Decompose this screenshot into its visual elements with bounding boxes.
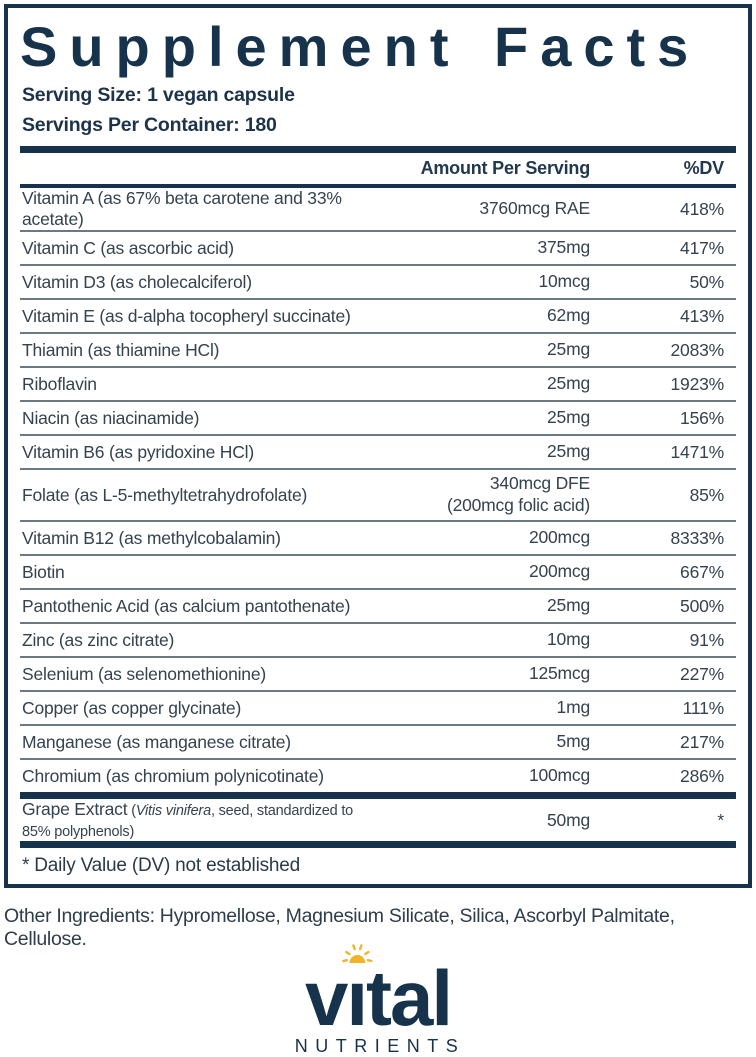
ingredient-dv: 85% [689,484,725,505]
table-row: Vitamin E (as d-alpha tocopheryl succina… [20,298,736,332]
table-row: Thiamin (as thiamine HCl) 25mg 2083% [20,332,736,366]
header-dv: %DV [683,157,725,178]
ingredient-name: Selenium (as selenomethionine) [22,663,266,684]
ingredient-amount: 10mcg [538,271,590,292]
ingredient-dv: 1471% [670,441,725,462]
table-row: Zinc (as zinc citrate) 10mg 91% [20,622,736,656]
ingredient-dv: 500% [680,595,724,616]
divider-bar-thick [20,841,736,849]
ingredient-amount: 25mg [547,339,590,360]
ingredient-name: Vitamin C (as ascorbic acid) [22,237,234,258]
ingredient-dv: 286% [680,765,724,786]
table-row: Pantothenic Acid (as calcium pantothenat… [20,588,736,622]
ingredient-amount: 200mcg [528,527,590,548]
table-row: Chromium (as chromium polynicotinate) 10… [20,758,736,792]
ingredient-amount: 375mg [537,237,590,258]
table-row-grape-extract: Grape Extract (Vitis vinifera, seed, sta… [20,799,736,841]
ingredient-amount: 200mcg [528,561,590,582]
ingredient-name: Zinc (as zinc citrate) [22,629,175,650]
table-row: Vitamin A (as 67% beta carotene and 33% … [20,188,736,230]
ingredient-dv: * [717,809,724,830]
table-body: Vitamin A (as 67% beta carotene and 33% … [20,188,736,792]
ingredient-amount: 25mg [547,595,590,616]
table-row: Riboflavin 25mg 1923% [20,366,736,400]
table-header-row: Amount Per Serving %DV [20,153,736,184]
divider-bar-thick [20,792,736,800]
ingredient-name: Manganese (as manganese citrate) [22,731,291,752]
servings-per-container-line: Servings Per Container: 180 [22,113,277,136]
logo-letter-v: v [304,954,348,1043]
ingredient-amount: 125mcg [528,663,590,684]
supplement-facts-panel: Supplement Facts Serving Size: 1 vegan c… [4,4,752,889]
logo-brand-word: v ı tal [304,944,453,1043]
logo-letter-i: ı [342,944,373,1037]
supplement-label-page: Supplement Facts Serving Size: 1 vegan c… [0,4,756,1056]
ingredient-amount: 50mg [547,809,590,830]
divider-bar-thick [20,145,736,153]
ingredient-dv: 50% [689,271,725,292]
ingredient-dv: 413% [680,305,724,326]
vital-nutrients-logo: v ı tal NUTRIENTS [0,944,756,1057]
ingredient-name: Vitamin E (as d-alpha tocopheryl succina… [22,305,351,326]
table-row: Vitamin D3 (as cholecalciferol) 10mcg 50… [20,264,736,298]
ingredient-amount: 340mcg DFE (200mcg folic acid) [446,473,590,516]
ingredient-dv: 111% [682,697,725,718]
table-row: Vitamin B12 (as methylcobalamin) 200mcg … [20,520,736,554]
ingredient-dv: 418% [680,198,724,219]
ingredient-dv: 91% [689,629,725,650]
ingredient-name: Vitamin D3 (as cholecalciferol) [22,271,252,292]
ingredient-dv: 667% [680,561,724,582]
ingredient-dv: 8333% [670,527,725,548]
ingredient-name: Riboflavin [22,373,97,394]
ingredient-name: Grape Extract (Vitis vinifera, seed, sta… [20,799,360,841]
latin-name: Vitis vinifera [135,803,211,820]
table-row: Selenium (as selenomethionine) 125mcg 22… [20,656,736,690]
serving-size-line: Serving Size: 1 vegan capsule [22,83,295,106]
ingredient-name: Folate (as L-5-methyltetrahydrofolate) [22,484,308,505]
other-ingredients-line: Other Ingredients: Hypromellose, Magnesi… [4,905,675,951]
ingredient-name: Vitamin A (as 67% beta carotene and 33% … [22,188,342,230]
table-row: Manganese (as manganese citrate) 5mg 217… [20,724,736,758]
ingredient-name: Vitamin B6 (as pyridoxine HCl) [22,441,254,462]
ingredient-dv: 2083% [670,339,725,360]
table-row: Copper (as copper glycinate) 1mg 111% [20,690,736,724]
ingredient-amount: 62mg [547,305,590,326]
ingredient-amount: 25mg [547,407,590,428]
ingredient-dv: 1923% [670,373,725,394]
ingredient-name: Vitamin B12 (as methylcobalamin) [22,527,281,548]
ingredient-amount: 5mg [556,731,591,752]
table-row: Niacin (as niacinamide) 25mg 156% [20,400,736,434]
ingredient-amount: 3760mcg RAE [479,198,590,219]
table-row: Biotin 200mcg 667% [20,554,736,588]
ingredient-amount: 25mg [547,441,590,462]
grape-extract-name: Grape Extract [22,799,128,820]
ingredient-name: Thiamin (as thiamine HCl) [22,339,220,360]
ingredient-name: Niacin (as niacinamide) [22,407,200,428]
table-row: Vitamin C (as ascorbic acid) 375mg 417% [20,230,736,264]
ingredient-amount: 1mg [556,697,591,718]
sun-icon [342,944,373,964]
ingredient-name: Chromium (as chromium polynicotinate) [22,765,324,786]
logo-letters-tal: tal [366,954,453,1043]
ingredient-dv: 217% [680,731,724,752]
dv-footnote: * Daily Value (DV) not established [22,855,300,877]
ingredient-dv: 156% [680,407,724,428]
ingredient-name: Copper (as copper glycinate) [22,697,242,718]
ingredient-dv: 227% [680,663,724,684]
panel-title: Supplement Facts [20,15,701,78]
grape-extract-note: (Vitis vinifera, seed, standardized to 8… [22,803,354,841]
ingredient-amount: 10mg [547,629,590,650]
ingredient-dv: 417% [680,237,724,258]
ingredient-amount: 25mg [547,373,590,394]
ingredient-name: Biotin [22,561,65,582]
divider-bar-medium [20,183,736,189]
ingredient-name: Pantothenic Acid (as calcium pantothenat… [22,595,351,616]
table-row: Folate (as L-5-methyltetrahydrofolate) 3… [20,468,736,520]
table-row: Vitamin B6 (as pyridoxine HCl) 25mg 1471… [20,434,736,468]
ingredient-amount: 100mcg [528,765,590,786]
logo-subtext: NUTRIENTS [294,1036,466,1057]
header-amount-per-serving: Amount Per Serving [420,157,591,178]
